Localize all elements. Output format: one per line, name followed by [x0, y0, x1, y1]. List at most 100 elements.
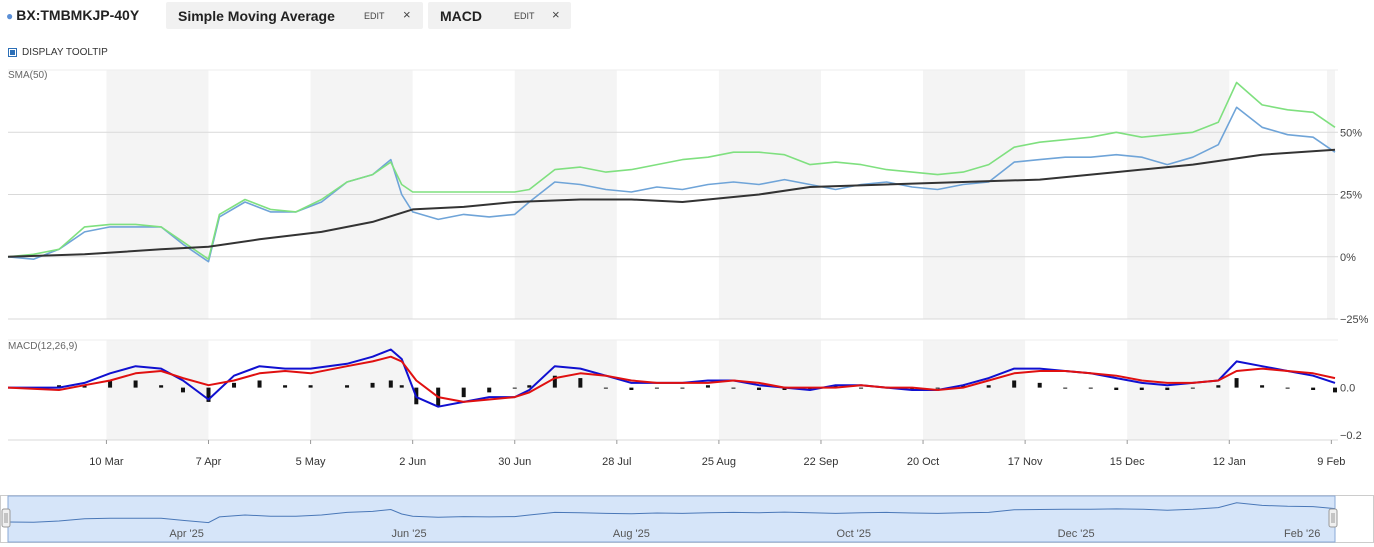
series-line-signal	[7, 355, 1336, 403]
histogram-bar	[910, 387, 915, 390]
x-tick-label: 15 Dec	[1110, 456, 1145, 468]
y-tick-label: 50%	[1340, 127, 1362, 139]
histogram-bar	[1063, 387, 1068, 389]
histogram-bar	[578, 378, 583, 388]
x-axis-ticks: 10 Mar 7 Apr 5 May 2 Jun 30 Jun 28 Jul 25 Aug 2…	[89, 440, 1345, 468]
histogram-bar	[388, 380, 393, 388]
histogram-bar	[859, 387, 864, 389]
histogram-bar	[206, 387, 211, 402]
histogram-bar	[1165, 387, 1170, 390]
y-tick-label: 0.0	[1340, 383, 1355, 395]
histogram-bar	[108, 380, 113, 388]
series-line-price	[7, 106, 1336, 263]
study-tag-macd: MACD EDIT ×	[428, 2, 571, 29]
histogram-bar	[1311, 387, 1316, 390]
checkbox-icon[interactable]	[8, 48, 17, 57]
handle-grip-icon	[1, 508, 11, 528]
close-macd-button[interactable]: ×	[552, 7, 560, 22]
x-tick-label: 28 Jul	[602, 456, 631, 468]
handle-grip-icon	[1328, 508, 1338, 528]
symbol-text: BX:TMBMKJP-40Y	[16, 7, 140, 23]
histogram-bar	[1333, 387, 1337, 393]
navigator-series-line	[7, 502, 1336, 524]
histogram-bar	[1139, 387, 1144, 390]
histogram-bar	[680, 387, 685, 389]
histogram-bar	[961, 385, 966, 388]
week-band	[310, 340, 413, 440]
study-tag-sma: Simple Moving Average EDIT ×	[166, 2, 423, 29]
histogram-bar	[731, 387, 736, 389]
y-tick-label: −0.2	[1340, 430, 1362, 442]
histogram-bar	[487, 387, 492, 393]
series-dot-icon: ●	[6, 9, 14, 23]
histogram-bar	[461, 387, 466, 398]
y-tick-label: 0%	[1340, 252, 1356, 264]
x-tick-label: 10 Mar	[89, 456, 124, 468]
histogram-bar	[705, 385, 710, 388]
navigator-label: Oct '25	[837, 528, 872, 540]
x-tick-label: 2 Jun	[399, 456, 426, 468]
histogram-bar	[159, 385, 164, 388]
navigator-left-handle[interactable]	[1, 508, 11, 528]
display-tooltip-toggle[interactable]: DISPLAY TOOLTIP	[8, 47, 108, 58]
histogram-bar	[782, 387, 787, 390]
y-tick-label: −25%	[1340, 314, 1369, 326]
histogram-bar	[133, 380, 138, 388]
navigator-right-handle[interactable]	[1328, 508, 1338, 528]
chart-header: ● BX:TMBMKJP-40Y Simple Moving Average ED…	[0, 0, 1374, 30]
x-tick-label: 5 May	[296, 456, 326, 468]
histogram-bar	[527, 385, 532, 388]
week-band	[1127, 340, 1230, 440]
edit-sma-button[interactable]: EDIT	[364, 11, 385, 21]
navigator-label: Aug '25	[613, 528, 650, 540]
histogram-bar	[808, 387, 813, 390]
histogram-bar	[629, 387, 634, 390]
display-tooltip-label: DISPLAY TOOLTIP	[22, 47, 108, 58]
x-tick-label: 30 Jun	[498, 456, 531, 468]
x-tick-label: 9 Feb	[1317, 456, 1345, 468]
macd-panel-label: MACD(12,26,9)	[8, 341, 77, 352]
navigator[interactable]: Apr '25 Jun '25 Aug '25 Oct '25 Dec '25 Feb '…	[0, 495, 1374, 543]
edit-macd-button[interactable]: EDIT	[514, 11, 535, 21]
histogram-bar	[370, 382, 375, 388]
histogram-bar	[283, 385, 288, 388]
x-tick-label: 20 Oct	[907, 456, 939, 468]
close-sma-button[interactable]: ×	[403, 7, 411, 22]
histogram-bar	[1260, 385, 1265, 388]
x-tick-label: 17 Nov	[1008, 456, 1043, 468]
study-name: MACD	[440, 8, 482, 24]
histogram-bar	[399, 385, 404, 388]
histogram-bar	[232, 382, 237, 388]
x-tick-label: 25 Aug	[702, 456, 736, 468]
price-panel-label: SMA(50)	[8, 70, 47, 81]
histogram-bar	[1012, 380, 1017, 388]
series-line-sma	[7, 148, 1336, 258]
navigator-window[interactable]	[7, 495, 1336, 543]
histogram-bar	[1190, 387, 1195, 389]
histogram-bar	[756, 387, 761, 390]
histogram-bar	[180, 387, 185, 393]
series-line-sma_price	[7, 81, 1336, 260]
histogram-bar	[1114, 387, 1119, 390]
histogram-bar	[935, 387, 940, 389]
histogram-bar	[257, 380, 262, 388]
histogram-bar	[1088, 387, 1093, 389]
histogram-bar	[986, 385, 991, 388]
navigator-label: Jun '25	[391, 528, 426, 540]
y-axis-ticks: 50% 25% 0% −25% 0.0 −0.2	[1340, 127, 1369, 442]
histogram-bar	[654, 387, 659, 389]
histogram-bar	[82, 385, 87, 388]
histogram-bar	[1216, 385, 1221, 388]
histogram-bar	[552, 375, 557, 388]
symbol-label[interactable]: ● BX:TMBMKJP-40Y	[6, 7, 139, 23]
histogram-bar	[57, 385, 62, 388]
histogram-bar	[1285, 387, 1290, 389]
navigator-label: Apr '25	[169, 528, 204, 540]
histogram-bar	[833, 385, 838, 388]
x-tick-label: 22 Sep	[804, 456, 839, 468]
week-band	[106, 340, 209, 440]
x-tick-label: 12 Jan	[1213, 456, 1246, 468]
grid-lines	[8, 69, 1338, 441]
histogram-bar	[1234, 378, 1239, 388]
